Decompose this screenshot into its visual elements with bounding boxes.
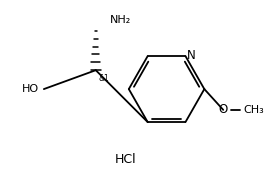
Text: HO: HO <box>22 84 39 94</box>
Text: NH₂: NH₂ <box>110 15 131 25</box>
Text: &1: &1 <box>99 74 109 83</box>
Text: CH₃: CH₃ <box>243 105 264 115</box>
Text: O: O <box>219 103 228 116</box>
Text: HCl: HCl <box>115 153 137 166</box>
Text: N: N <box>187 49 196 62</box>
